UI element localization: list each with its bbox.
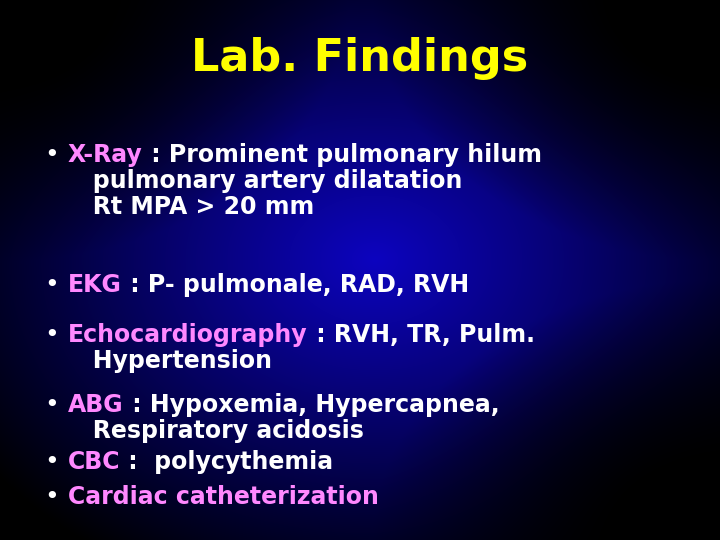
Text: •: • (45, 450, 59, 474)
Text: Echocardiography: Echocardiography (68, 323, 307, 347)
Text: Cardiac catheterization: Cardiac catheterization (68, 485, 379, 509)
Text: •: • (45, 323, 59, 347)
Text: •: • (45, 143, 59, 167)
Text: Hypertension: Hypertension (68, 349, 272, 373)
Text: Rt MPA > 20 mm: Rt MPA > 20 mm (68, 195, 314, 219)
Text: CBC: CBC (68, 450, 120, 474)
Text: pulmonary artery dilatation: pulmonary artery dilatation (68, 169, 462, 193)
Text: : P- pulmonale, RAD, RVH: : P- pulmonale, RAD, RVH (122, 273, 469, 297)
Text: •: • (45, 393, 59, 417)
Text: : RVH, TR, Pulm.: : RVH, TR, Pulm. (307, 323, 535, 347)
Text: Lab. Findings: Lab. Findings (192, 37, 528, 79)
Text: ABG: ABG (68, 393, 124, 417)
Text: : Prominent pulmonary hilum: : Prominent pulmonary hilum (143, 143, 541, 167)
Text: : Hypoxemia, Hypercapnea,: : Hypoxemia, Hypercapnea, (124, 393, 499, 417)
Text: EKG: EKG (68, 273, 122, 297)
Text: Respiratory acidosis: Respiratory acidosis (68, 419, 364, 443)
Text: •: • (45, 273, 59, 297)
Text: X-Ray: X-Ray (68, 143, 143, 167)
Text: •: • (45, 485, 59, 509)
Text: :  polycythemia: : polycythemia (120, 450, 333, 474)
